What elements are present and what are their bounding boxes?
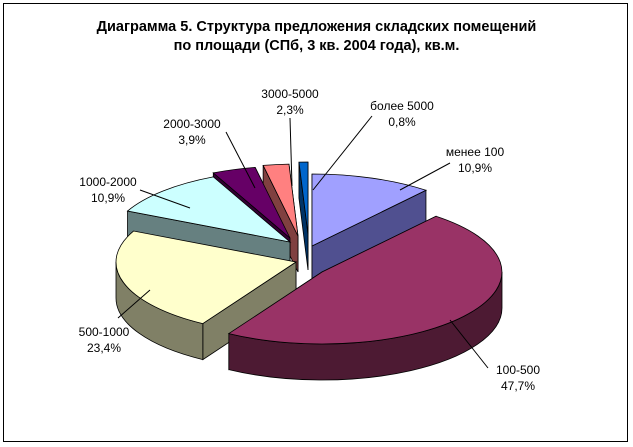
slice-value-label: 3,9% <box>178 133 206 147</box>
slice-value-label: 10,9% <box>458 161 492 175</box>
leader-line <box>399 162 451 191</box>
pie-slice <box>298 161 309 235</box>
pie-labels: менее 100 10,9% 100-500 47,7% 500-1000 23,4% 1… <box>79 87 541 393</box>
pie-slice <box>115 230 298 325</box>
leader-line <box>312 115 373 191</box>
slice-value-label: 10,9% <box>91 191 125 205</box>
leader-line <box>289 117 293 187</box>
leader-line <box>139 189 191 209</box>
pie-slice <box>262 163 299 237</box>
slice-value-label: 0,8% <box>388 115 416 129</box>
pie-slice <box>227 215 503 345</box>
slice-category-label: 100-500 <box>496 363 540 377</box>
leader-line <box>225 131 256 189</box>
chart-title-line-2: по площади (СПб, 3 кв. 2004 года), кв.м. <box>173 38 460 54</box>
leader-line <box>117 289 151 319</box>
pie-slice <box>212 166 291 239</box>
pie-tops <box>115 161 503 345</box>
chart-title-line-1: Диаграмма 5. Структура предложения склад… <box>96 19 537 35</box>
chart-title: Диаграмма 5. Структура предложения склад… <box>0 18 633 56</box>
slice-category-label: 1000-2000 <box>79 175 137 189</box>
pie-slice <box>126 176 292 243</box>
slice-value-label: 47,7% <box>501 379 535 393</box>
pie-slice <box>311 173 428 247</box>
slice-category-label: менее 100 <box>446 145 505 159</box>
slice-value-label: 2,3% <box>276 103 304 117</box>
slice-category-label: 500-1000 <box>79 325 130 339</box>
slice-value-label: 23,4% <box>87 341 121 355</box>
slice-category-label: 2000-3000 <box>163 117 221 131</box>
leader-line <box>449 319 489 369</box>
slice-category-label: 3000-5000 <box>261 87 319 101</box>
slice-category-label: более 5000 <box>370 99 434 113</box>
